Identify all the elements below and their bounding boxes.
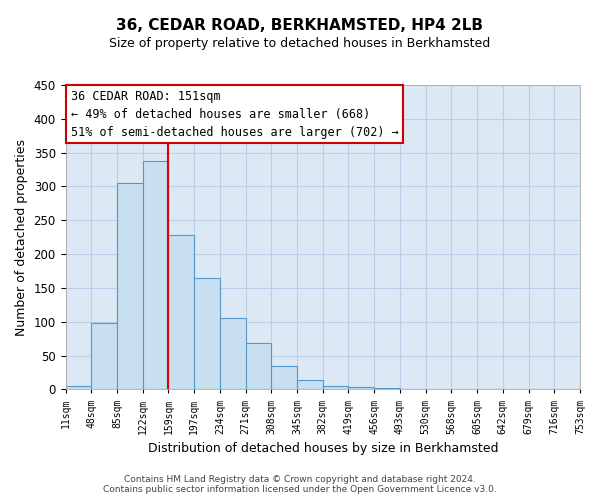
X-axis label: Distribution of detached houses by size in Berkhamsted: Distribution of detached houses by size … [148, 442, 498, 455]
Bar [117, 183, 143, 390]
Text: Size of property relative to detached houses in Berkhamsted: Size of property relative to detached ho… [109, 38, 491, 51]
Text: 36 CEDAR ROAD: 151sqm
← 49% of detached houses are smaller (668)
51% of semi-det: 36 CEDAR ROAD: 151sqm ← 49% of detached … [71, 90, 398, 138]
Bar [400, 388, 425, 390]
Bar [194, 278, 220, 390]
Bar [91, 323, 117, 390]
Bar [323, 386, 349, 390]
Bar [169, 235, 194, 390]
Bar [425, 388, 451, 390]
Text: 36, CEDAR ROAD, BERKHAMSTED, HP4 2LB: 36, CEDAR ROAD, BERKHAMSTED, HP4 2LB [116, 18, 484, 32]
Bar [220, 318, 245, 390]
Bar [349, 388, 374, 390]
Bar [374, 388, 400, 390]
Bar [143, 161, 169, 390]
Bar [297, 380, 323, 390]
Bar [245, 342, 271, 390]
Bar [65, 386, 91, 390]
Y-axis label: Number of detached properties: Number of detached properties [15, 138, 28, 336]
Bar [271, 366, 297, 390]
Text: Contains HM Land Registry data © Crown copyright and database right 2024.
Contai: Contains HM Land Registry data © Crown c… [103, 474, 497, 494]
